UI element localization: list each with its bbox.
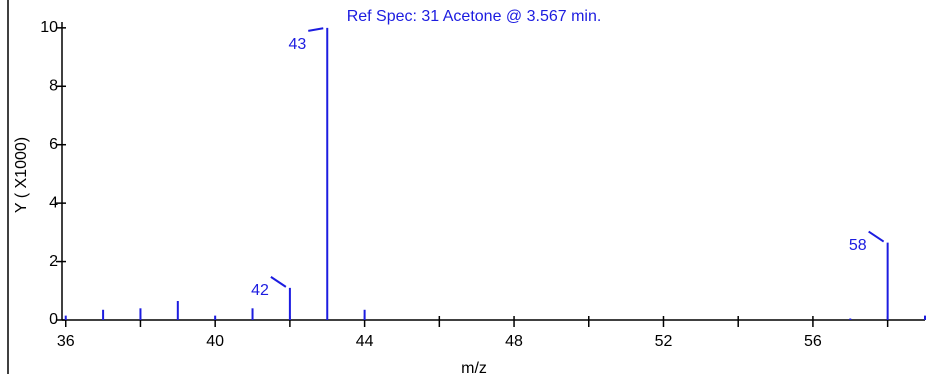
peak-leader bbox=[270, 276, 287, 288]
y-tick-label: 8 bbox=[49, 77, 58, 94]
y-tick-label: 2 bbox=[49, 253, 58, 270]
chart-title: Ref Spec: 31 Acetone @ 3.567 min. bbox=[347, 8, 602, 25]
x-axis-label: m/z bbox=[461, 360, 487, 374]
y-tick-label: 4 bbox=[49, 194, 58, 211]
y-tick-label: 6 bbox=[49, 136, 58, 153]
x-tick-label: 36 bbox=[57, 333, 75, 350]
x-tick-label: 48 bbox=[505, 333, 523, 350]
peak-leader bbox=[868, 230, 885, 243]
peak-label: 42 bbox=[251, 282, 269, 299]
peak-label: 58 bbox=[849, 237, 867, 254]
y-tick-label: 0 bbox=[49, 311, 58, 328]
peak-label: 43 bbox=[288, 36, 306, 53]
x-tick-label: 40 bbox=[206, 333, 224, 350]
x-tick-label: 52 bbox=[655, 333, 673, 350]
x-tick-label: 56 bbox=[804, 333, 822, 350]
y-axis-label: Y ( X1000) bbox=[13, 137, 30, 213]
y-tick-label: 10 bbox=[40, 19, 58, 36]
peak-leader bbox=[308, 27, 324, 32]
x-tick-label: 44 bbox=[356, 333, 374, 350]
